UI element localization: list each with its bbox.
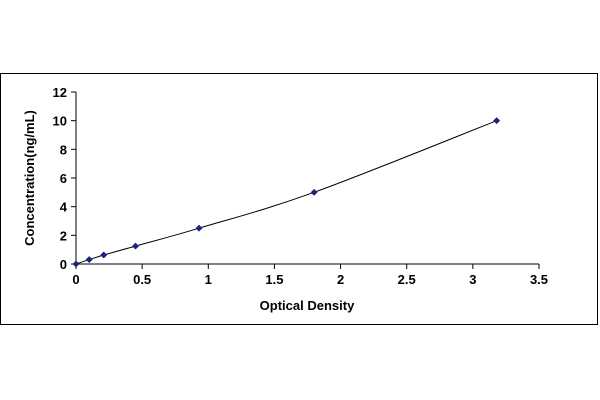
x-tick-label: 1 bbox=[205, 272, 212, 287]
y-tick-label: 12 bbox=[53, 85, 67, 100]
data-point bbox=[100, 251, 108, 259]
x-axis-label: Optical Density bbox=[260, 298, 355, 313]
data-point bbox=[72, 260, 80, 268]
x-tick-label: 2 bbox=[337, 272, 344, 287]
data-point bbox=[131, 242, 140, 250]
data-point bbox=[310, 188, 318, 196]
y-tick-label: 4 bbox=[60, 200, 68, 215]
fit-curve bbox=[75, 120, 497, 265]
data-point bbox=[493, 117, 501, 125]
x-tick-label: 3 bbox=[469, 272, 476, 287]
x-ticks: 0 0.5 1 1.5 2 2.5 3 3.5 bbox=[72, 264, 548, 287]
x-tick-label: 0 bbox=[72, 272, 79, 287]
y-ticks: 0 2 4 6 8 10 12 bbox=[53, 85, 76, 272]
x-tick-label: 0.5 bbox=[133, 272, 151, 287]
data-point bbox=[195, 224, 203, 232]
y-axis-label: Concentration(ng/mL) bbox=[22, 110, 37, 246]
data-points bbox=[72, 117, 501, 268]
axes bbox=[75, 92, 539, 265]
data-point bbox=[85, 256, 93, 264]
x-tick-label: 1.5 bbox=[265, 272, 283, 287]
y-tick-label: 8 bbox=[60, 142, 67, 157]
y-tick-label: 0 bbox=[60, 257, 67, 272]
x-tick-label: 3.5 bbox=[530, 272, 548, 287]
y-tick-label: 6 bbox=[60, 171, 67, 186]
y-tick-label: 2 bbox=[60, 228, 67, 243]
x-tick-label: 2.5 bbox=[398, 272, 416, 287]
y-tick-label: 10 bbox=[53, 114, 67, 129]
chart-frame bbox=[0, 73, 598, 325]
